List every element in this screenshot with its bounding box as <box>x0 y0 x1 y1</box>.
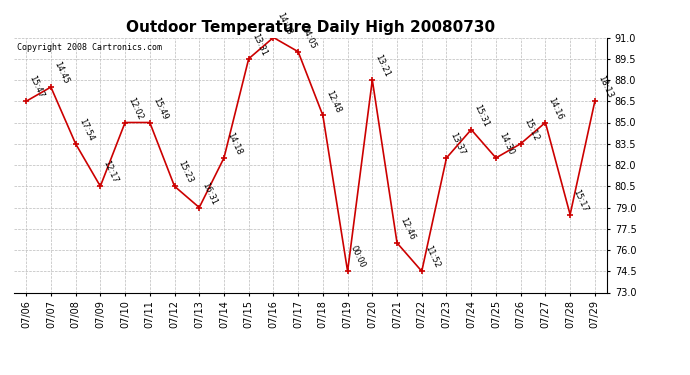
Text: 17:54: 17:54 <box>77 117 95 142</box>
Text: 14:16: 14:16 <box>546 96 565 121</box>
Text: 13:21: 13:21 <box>374 53 392 79</box>
Text: 15:12: 15:12 <box>522 117 540 142</box>
Text: 14:03: 14:03 <box>275 10 293 36</box>
Text: 12:48: 12:48 <box>324 88 342 114</box>
Text: 14:30: 14:30 <box>497 131 515 156</box>
Text: 12:46: 12:46 <box>398 216 417 242</box>
Title: Outdoor Temperature Daily High 20080730: Outdoor Temperature Daily High 20080730 <box>126 20 495 35</box>
Text: 18:13: 18:13 <box>596 74 615 100</box>
Text: 15:31: 15:31 <box>473 103 491 128</box>
Text: 13:31: 13:31 <box>250 32 268 57</box>
Text: 16:31: 16:31 <box>201 180 219 206</box>
Text: 00:00: 00:00 <box>349 244 367 270</box>
Text: 14:05: 14:05 <box>299 25 317 50</box>
Text: 15:23: 15:23 <box>176 159 194 185</box>
Text: Copyright 2008 Cartronics.com: Copyright 2008 Cartronics.com <box>17 43 161 52</box>
Text: 12:02: 12:02 <box>126 96 145 121</box>
Text: 15:49: 15:49 <box>151 96 169 121</box>
Text: 14:18: 14:18 <box>226 131 244 156</box>
Text: 15:17: 15:17 <box>571 188 590 213</box>
Text: 11:52: 11:52 <box>423 244 442 270</box>
Text: 14:45: 14:45 <box>52 60 70 86</box>
Text: 12:17: 12:17 <box>101 159 120 185</box>
Text: 15:47: 15:47 <box>28 74 46 100</box>
Text: 13:37: 13:37 <box>448 131 466 156</box>
